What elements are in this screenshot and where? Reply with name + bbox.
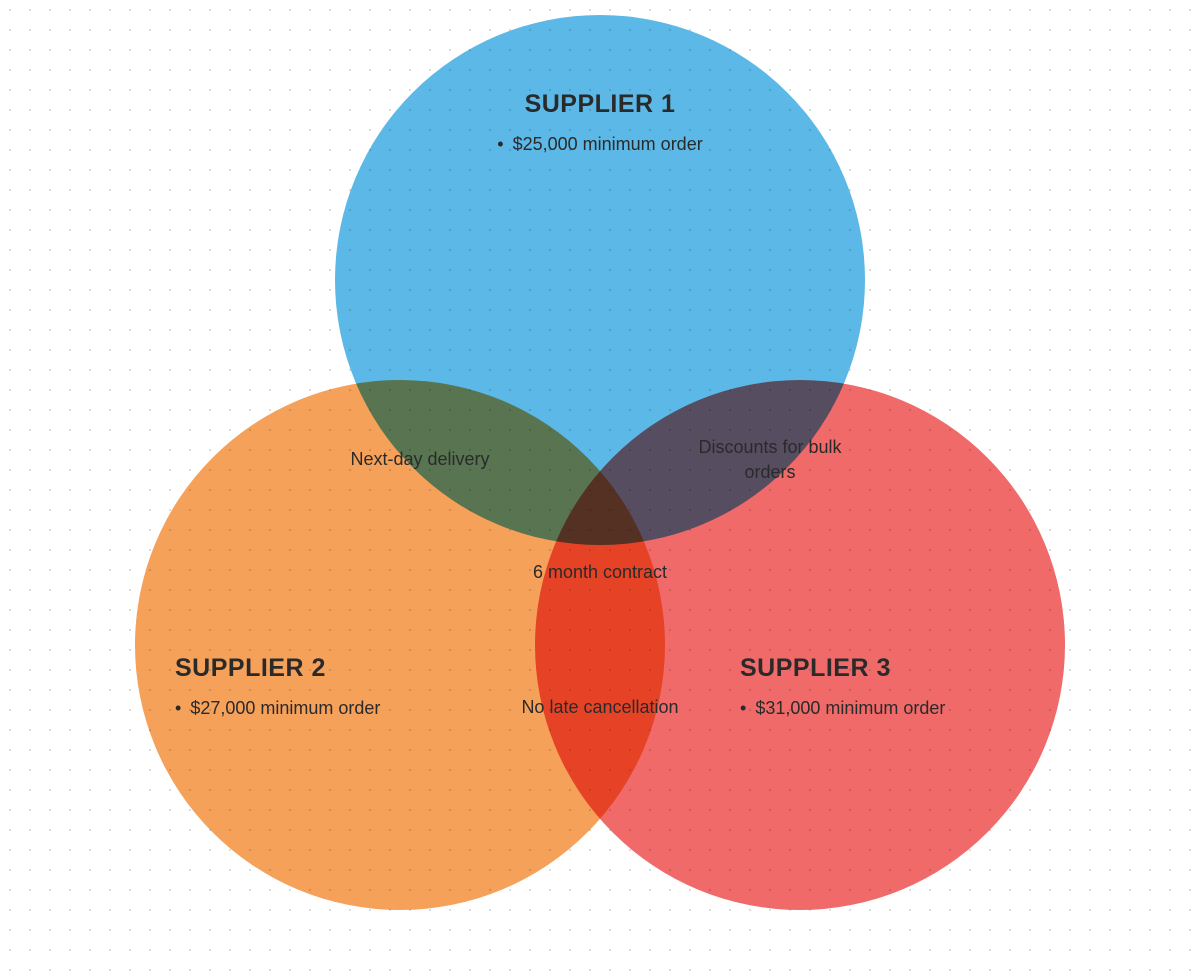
supplier-2-title: SUPPLIER 2 (175, 654, 455, 683)
venn-diagram: SUPPLIER 1 $25,000 minimum order SUPPLIE… (0, 0, 1200, 980)
overlap-center-label: 6 month contract (500, 560, 700, 585)
overlap-1-2-label: Next-day delivery (320, 447, 520, 472)
supplier-3-item: $31,000 minimum order (740, 695, 1020, 722)
overlap-1-3-label: Discounts for bulk orders (680, 435, 860, 485)
supplier-3-label-group: SUPPLIER 3 $31,000 minimum order (740, 654, 1020, 722)
supplier-2-item: $27,000 minimum order (175, 695, 455, 722)
overlap-2-3-label: No late cancellation (500, 695, 700, 720)
supplier-1-label-group: SUPPLIER 1 $25,000 minimum order (460, 90, 740, 158)
supplier-2-label-group: SUPPLIER 2 $27,000 minimum order (175, 654, 455, 722)
supplier-1-item: $25,000 minimum order (460, 131, 740, 158)
supplier-1-title: SUPPLIER 1 (460, 90, 740, 119)
supplier-3-title: SUPPLIER 3 (740, 654, 1020, 683)
